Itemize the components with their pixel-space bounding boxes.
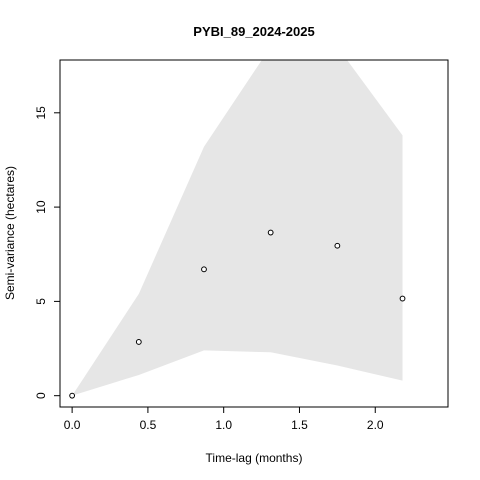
- data-point-0: [69, 392, 76, 399]
- x-axis: 0.0 0.5 1.0 1.5 2.0: [64, 407, 384, 432]
- data-point-2: [201, 266, 207, 273]
- data-point-1: [135, 339, 142, 345]
- x-tick-label-4: 2.0: [367, 418, 384, 432]
- confidence-band: [72, 60, 403, 396]
- y-axis: 0 5 10 15: [34, 106, 60, 399]
- x-axis-label: Time-lag (months): [206, 451, 303, 465]
- data-point-5: [399, 295, 406, 302]
- x-tick-label-0: 0.0: [64, 418, 81, 432]
- plot-frame: [59, 59, 449, 408]
- y-axis-label: Semi-variance (hectares): [3, 166, 17, 300]
- y-tick-label-0: 0: [34, 392, 48, 399]
- plot-area: [59, 59, 449, 408]
- x-tick-label-1: 0.5: [140, 418, 157, 432]
- chart-title: PYBI_89_2024-2025: [193, 24, 314, 39]
- y-tick-label-2: 10: [34, 200, 48, 214]
- data-points: [69, 229, 406, 399]
- y-tick-label-1: 5: [34, 298, 48, 305]
- y-tick-label-3: 15: [34, 106, 48, 120]
- data-point-3: [267, 229, 274, 236]
- data-point-4: [334, 242, 341, 249]
- x-tick-label-2: 1.0: [215, 418, 232, 432]
- x-tick-label-3: 1.5: [291, 418, 308, 432]
